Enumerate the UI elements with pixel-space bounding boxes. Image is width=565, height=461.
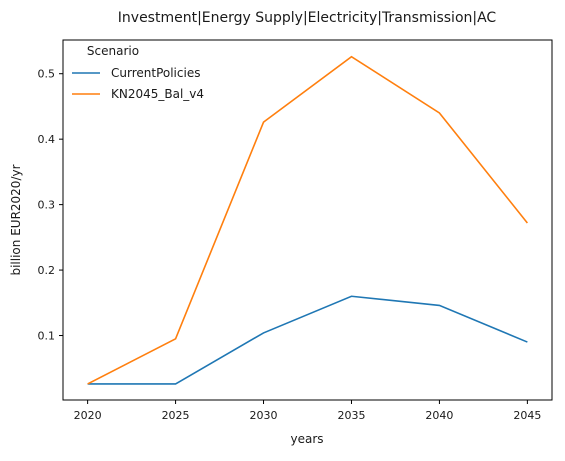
x-axis: 2020 2025 2030 2035 2040 2045	[74, 400, 541, 422]
x-tick-label: 2020	[74, 409, 102, 422]
x-tick-label: 2040	[425, 409, 453, 422]
x-tick-label: 2025	[162, 409, 190, 422]
y-axis-label: billion EUR2020/yr	[9, 164, 23, 275]
y-tick-label: 0.5	[38, 68, 56, 81]
legend: Scenario CurrentPolicies KN2045_Bal_v4	[72, 44, 204, 101]
x-axis-label: years	[290, 432, 323, 446]
y-tick-label: 0.4	[38, 133, 56, 146]
y-tick-label: 0.2	[38, 264, 56, 277]
y-tick-label: 0.1	[38, 330, 56, 343]
x-tick-label: 2045	[513, 409, 541, 422]
x-tick-label: 2030	[250, 409, 278, 422]
series-line	[87, 55, 528, 385]
series-lines	[87, 55, 528, 385]
series-line	[87, 295, 528, 385]
y-axis: 0.1 0.2 0.3 0.4 0.5	[38, 68, 63, 343]
legend-label: KN2045_Bal_v4	[111, 87, 204, 101]
x-tick-label: 2035	[337, 409, 365, 422]
chart-title: Investment|Energy Supply|Electricity|Tra…	[118, 10, 497, 26]
plot-area	[62, 39, 553, 401]
y-tick-label: 0.3	[38, 199, 56, 212]
legend-label: CurrentPolicies	[111, 66, 200, 80]
legend-title: Scenario	[87, 44, 139, 58]
